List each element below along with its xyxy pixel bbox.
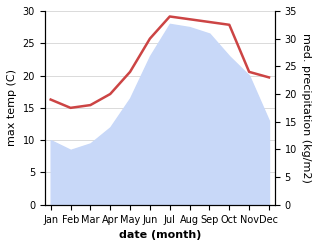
Y-axis label: med. precipitation (kg/m2): med. precipitation (kg/m2)	[301, 33, 311, 183]
Y-axis label: max temp (C): max temp (C)	[7, 69, 17, 146]
X-axis label: date (month): date (month)	[119, 230, 201, 240]
